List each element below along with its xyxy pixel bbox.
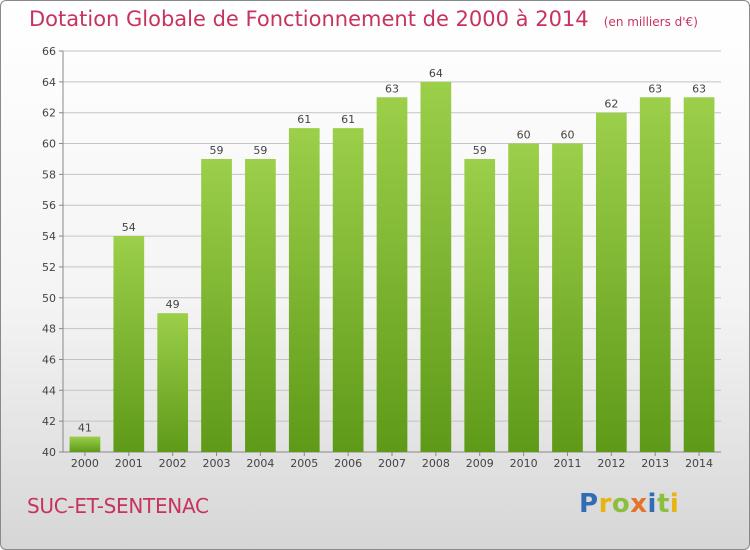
x-tick-label: 2003 xyxy=(203,457,231,470)
y-tick-label: 66 xyxy=(42,45,56,58)
logo-letter: o xyxy=(611,489,631,519)
bar xyxy=(639,97,671,453)
x-tick-label: 2002 xyxy=(159,457,187,470)
logo-letter: r xyxy=(598,489,612,519)
logo-letter: i xyxy=(669,489,680,519)
bar xyxy=(157,313,189,452)
data-label: 41 xyxy=(78,422,92,435)
bar xyxy=(288,128,320,452)
data-label: 63 xyxy=(692,82,706,95)
data-label: 63 xyxy=(648,82,662,95)
data-label: 61 xyxy=(297,113,311,126)
data-label: 60 xyxy=(517,129,531,142)
x-tick-label: 2013 xyxy=(641,457,669,470)
y-tick-label: 62 xyxy=(42,107,56,120)
y-tick-label: 40 xyxy=(42,446,56,459)
bar xyxy=(552,143,583,453)
data-label: 61 xyxy=(341,113,355,126)
data-label: 49 xyxy=(166,298,180,311)
logo-letter: t xyxy=(656,489,670,519)
data-label: 62 xyxy=(604,98,618,111)
bar xyxy=(464,158,496,452)
y-tick-label: 42 xyxy=(42,415,56,428)
bar xyxy=(508,143,539,453)
x-tick-label: 2008 xyxy=(422,457,450,470)
bar xyxy=(245,158,276,452)
logo-letter: x xyxy=(630,489,648,519)
data-label: 54 xyxy=(122,221,136,234)
y-tick-label: 56 xyxy=(42,199,56,212)
data-label: 59 xyxy=(473,144,487,157)
title-row: Dotation Globale de Fonctionnement de 20… xyxy=(29,7,698,31)
bar xyxy=(420,81,452,452)
bars xyxy=(69,81,715,453)
y-tick-label: 48 xyxy=(42,323,56,336)
x-tick-labels: 2000 2001 2002 2003 2004 2005 2006 2007 2008 2009… xyxy=(71,457,713,470)
x-tick-label: 2010 xyxy=(510,457,538,470)
commune-name: SUC-ET-SENTENAC xyxy=(27,494,209,518)
y-tick-label: 64 xyxy=(42,76,56,89)
y-tick-label: 46 xyxy=(42,353,56,366)
data-label: 59 xyxy=(253,144,267,157)
y-tick-labels: 40 42 44 46 48 50 52 54 56 58 60 62 64 66 xyxy=(42,45,56,459)
y-tick-label: 54 xyxy=(42,230,56,243)
bar xyxy=(683,97,715,453)
unit-note: (en milliers d'€) xyxy=(603,15,698,29)
y-tick-label: 60 xyxy=(42,138,56,151)
data-label: 59 xyxy=(210,144,224,157)
data-label: 60 xyxy=(560,129,574,142)
proxiti-logo: Proxiti xyxy=(579,489,679,519)
x-tick-label: 2004 xyxy=(246,457,274,470)
y-tick-label: 44 xyxy=(42,384,56,397)
y-tick-label: 52 xyxy=(42,261,56,274)
bar xyxy=(201,158,232,452)
data-label: 64 xyxy=(429,67,443,80)
bar xyxy=(332,128,364,452)
data-label: 63 xyxy=(385,82,399,95)
x-tick-label: 2007 xyxy=(378,457,406,470)
logo-letter: i xyxy=(647,489,657,519)
x-tick-label: 2014 xyxy=(685,457,713,470)
bar xyxy=(113,236,145,452)
y-tick-label: 50 xyxy=(42,292,56,305)
x-tick-label: 2001 xyxy=(115,457,143,470)
bar xyxy=(376,97,408,453)
logo-letter: P xyxy=(579,489,599,519)
chart-title: Dotation Globale de Fonctionnement de 20… xyxy=(29,7,589,31)
x-tick-label: 2012 xyxy=(597,457,625,470)
bar xyxy=(69,436,101,452)
value-labels: 41 54 49 59 59 61 61 63 64 59 60 60 62 63 63 xyxy=(78,67,706,435)
x-tick-label: 2000 xyxy=(71,457,99,470)
x-tick-label: 2005 xyxy=(290,457,318,470)
bar xyxy=(595,112,627,452)
y-tick-label: 58 xyxy=(42,168,56,181)
x-tick-label: 2011 xyxy=(553,457,581,470)
x-tick-label: 2009 xyxy=(466,457,494,470)
x-tick-label: 2006 xyxy=(334,457,362,470)
